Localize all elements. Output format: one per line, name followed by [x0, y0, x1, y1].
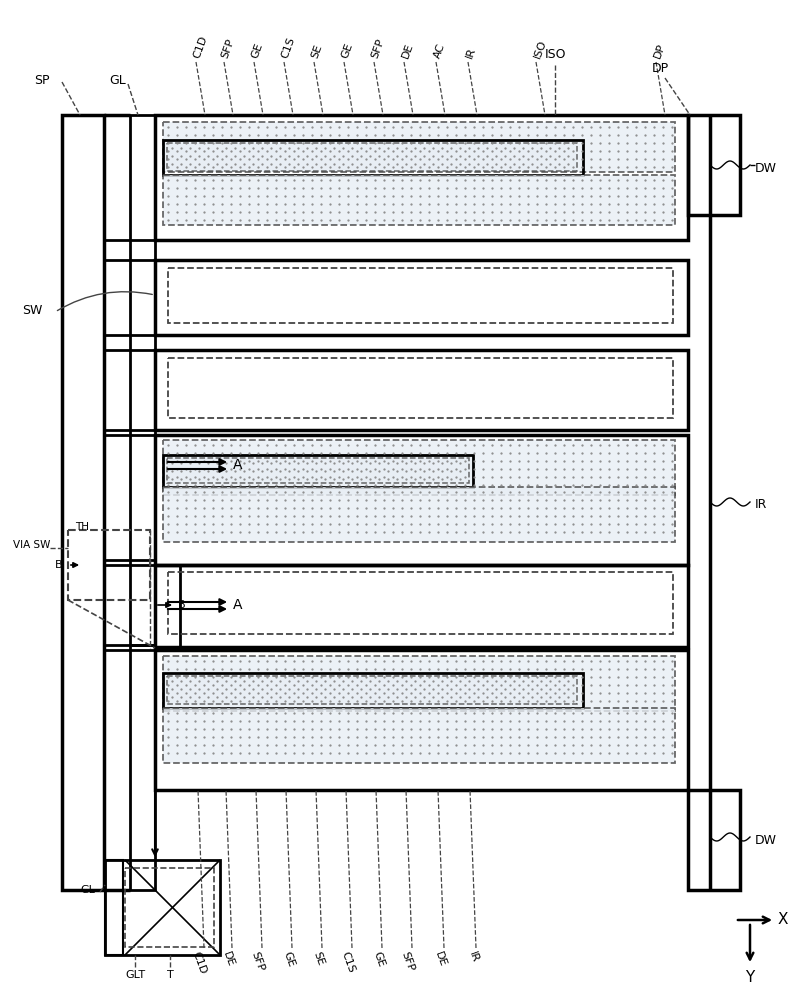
Text: C1S: C1S	[280, 36, 297, 60]
Bar	[163, 656, 675, 711]
Text: SE: SE	[312, 950, 326, 967]
Text: GL: GL	[80, 885, 95, 895]
Bar	[168, 572, 673, 634]
Text: X: X	[778, 912, 789, 928]
Bar	[130, 645, 155, 890]
Bar	[155, 115, 688, 240]
Bar	[163, 175, 675, 225]
Bar	[163, 673, 583, 708]
Bar	[688, 790, 740, 890]
Text: B: B	[54, 560, 62, 570]
Bar	[62, 115, 104, 890]
Text: TH: TH	[75, 522, 89, 532]
Text: SFP: SFP	[400, 950, 416, 972]
Text: IR: IR	[467, 950, 480, 964]
Text: GE: GE	[371, 950, 386, 968]
Bar	[163, 455, 473, 487]
Bar	[688, 115, 740, 215]
Text: SP: SP	[34, 74, 50, 87]
Bar	[155, 435, 688, 565]
Bar	[68, 530, 150, 600]
Text: C1D: C1D	[192, 35, 210, 60]
Text: SW: SW	[22, 304, 42, 316]
Text: Y: Y	[746, 970, 754, 985]
Bar	[168, 268, 673, 323]
Text: A: A	[233, 458, 242, 472]
Text: SFP: SFP	[220, 38, 236, 60]
Text: IR: IR	[464, 46, 477, 60]
Text: T: T	[166, 970, 174, 980]
Text: DW: DW	[755, 834, 777, 846]
Bar	[163, 140, 583, 175]
Bar	[155, 565, 688, 647]
Text: GL: GL	[110, 74, 126, 87]
Text: SFP: SFP	[250, 950, 266, 972]
Bar	[105, 860, 220, 955]
Text: DE: DE	[222, 950, 236, 968]
Bar	[155, 350, 688, 430]
Bar	[163, 708, 675, 763]
Bar	[155, 565, 180, 647]
Text: ISO: ISO	[532, 39, 548, 60]
Text: SFP: SFP	[370, 38, 386, 60]
Text: DP: DP	[652, 42, 666, 60]
Bar	[155, 260, 688, 335]
Text: GE: GE	[250, 42, 265, 60]
Text: DE: DE	[400, 42, 414, 60]
Bar	[105, 860, 123, 955]
Bar	[163, 487, 675, 542]
Text: DW: DW	[755, 161, 777, 174]
Bar	[167, 458, 469, 483]
Text: VIA SW: VIA SW	[14, 540, 50, 550]
Text: DE: DE	[434, 950, 448, 968]
Text: GLT: GLT	[125, 970, 145, 980]
Bar	[163, 440, 675, 495]
Text: GE: GE	[282, 950, 296, 968]
Bar	[167, 143, 577, 171]
Bar	[125, 868, 214, 947]
Text: A: A	[233, 598, 242, 612]
Text: DP: DP	[651, 62, 669, 75]
Text: GE: GE	[340, 42, 354, 60]
Text: ISO: ISO	[544, 48, 566, 62]
Text: AC: AC	[432, 42, 446, 60]
Text: C1D: C1D	[190, 950, 208, 975]
Text: C1S: C1S	[339, 950, 356, 974]
Bar	[167, 676, 577, 704]
Text: SE: SE	[310, 43, 324, 60]
Text: B: B	[178, 600, 186, 610]
Text: IR: IR	[755, 498, 767, 512]
Bar	[163, 122, 675, 172]
Bar	[130, 115, 155, 645]
Bar	[155, 650, 688, 790]
Bar	[168, 358, 673, 418]
